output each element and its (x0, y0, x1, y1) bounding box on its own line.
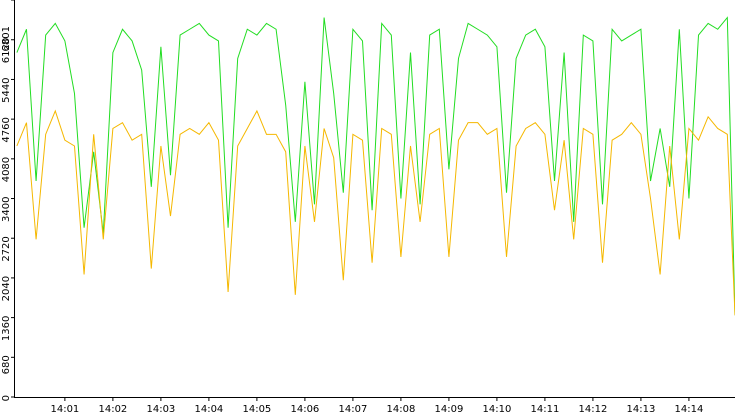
y-tick-label: 0 (1, 395, 12, 401)
x-tick-label: 14:14 (675, 404, 704, 415)
x-tick-label: 14:03 (146, 404, 175, 415)
x-tick-label: 14:11 (530, 404, 559, 415)
x-tick-label: 14:13 (627, 404, 656, 415)
y-tick-label: 6120 (1, 38, 12, 63)
x-tick-label: 14:08 (386, 404, 415, 415)
x-tick-label: 14:05 (242, 404, 271, 415)
x-tick-label: 14:12 (578, 404, 607, 415)
x-tick-label: 14:04 (194, 404, 223, 415)
x-tick-label: 14:06 (290, 404, 319, 415)
y-tick-label: 680 (1, 355, 12, 374)
y-tick-label: 2040 (1, 276, 12, 301)
y-tick-label: 4080 (1, 157, 12, 182)
x-tick-label: 14:02 (98, 404, 127, 415)
y-tick-label: 3400 (1, 197, 12, 222)
y-tick-label: 4760 (1, 117, 12, 142)
series-line (16, 109, 735, 316)
x-tick-label: 14:07 (338, 404, 367, 415)
y-tick-label: 6801 (1, 26, 12, 51)
y-tick-label: 5440 (1, 77, 12, 102)
x-tick-label: 14:09 (434, 404, 463, 415)
x-tick-label: 14:10 (482, 404, 511, 415)
x-tick-label: 14:01 (50, 404, 79, 415)
series-line (16, 16, 735, 316)
y-tick-label: 2720 (1, 236, 12, 261)
y-tick-label: 1360 (1, 316, 12, 341)
